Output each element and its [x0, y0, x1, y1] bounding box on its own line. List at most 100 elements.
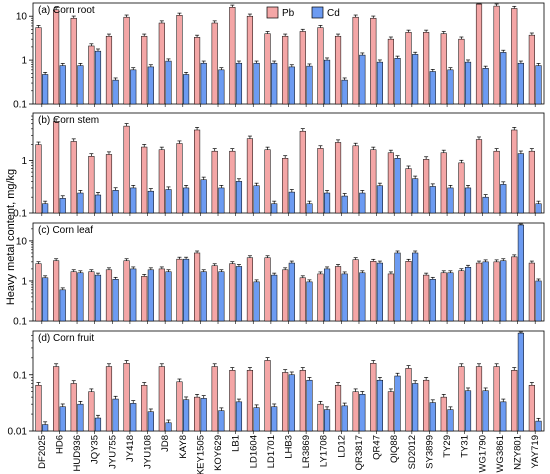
pb-bar	[440, 33, 447, 105]
cd-bar	[394, 58, 401, 105]
pb-bar	[370, 17, 377, 105]
cd-bar	[253, 281, 260, 322]
chart-panels: 0.1 1 10 (a) Corn root 0.1 1 (b) Corn stem 0.1 1…	[8, 2, 545, 438]
cd-bar	[341, 79, 348, 105]
pb-bar	[88, 45, 95, 105]
pb-bar	[370, 261, 377, 322]
x-category-label: SD2012	[407, 435, 418, 469]
pb-bar	[511, 256, 518, 322]
cd-bar	[412, 54, 419, 105]
cd-bar	[447, 187, 454, 214]
pb-bar	[511, 8, 518, 105]
cd-bar	[183, 74, 190, 105]
panel-4: 0.01 0.1 (d) Corn fruit	[8, 330, 545, 438]
x-category-label: SY3899	[424, 435, 435, 469]
cd-bar	[464, 187, 472, 214]
cd-bar	[535, 420, 542, 432]
pb-bar	[334, 385, 342, 432]
cd-bar	[183, 187, 190, 214]
pb-bar	[493, 150, 500, 214]
cd-bar	[218, 187, 225, 214]
cd-bar	[235, 181, 243, 214]
cd-bar	[464, 266, 472, 322]
cd-bar	[306, 281, 313, 322]
panel-2: 0.1 1 (b) Corn stem	[13, 112, 545, 220]
x-category-label: TY29	[442, 435, 453, 458]
pb-bar	[105, 366, 113, 432]
cd-bar	[341, 273, 348, 322]
pb-bar	[387, 152, 394, 214]
x-category-label: YAY719	[530, 435, 541, 468]
cd-bar	[429, 71, 436, 105]
cd-bar	[376, 379, 383, 432]
pb-bar	[299, 370, 306, 432]
x-category-label: JY418	[125, 435, 136, 462]
pb-bar	[246, 138, 254, 214]
pb-bar	[158, 22, 165, 105]
pb-bar	[440, 396, 447, 432]
cd-bar	[500, 52, 507, 105]
cd-bar	[394, 252, 401, 322]
pb-bar	[123, 363, 130, 432]
x-category-label: JYU108	[143, 435, 154, 469]
x-category-label: JYU755	[107, 435, 118, 469]
cd-bar	[77, 403, 84, 432]
pb-bar	[493, 261, 500, 322]
x-category-label: WG1790	[477, 435, 488, 473]
cd-bar	[235, 266, 243, 322]
cd-bar	[59, 198, 66, 214]
panel-label: (a) Corn root	[38, 5, 95, 16]
cd-bar	[359, 272, 366, 322]
cd-bar	[323, 268, 331, 322]
cd-bar	[235, 62, 243, 105]
x-category-label: KAY8	[178, 435, 189, 459]
cd-bar	[376, 185, 383, 214]
y-tick-label: 0.1	[13, 100, 27, 111]
pb-bar	[458, 162, 465, 214]
cd-bar	[235, 401, 243, 432]
pb-bar	[158, 268, 165, 322]
panel-label: (d) Corn fruit	[38, 333, 94, 344]
cd-bar	[288, 191, 295, 214]
pb-bar	[70, 383, 77, 432]
pb-bar	[352, 16, 359, 105]
cd-bar	[500, 184, 507, 214]
cd-bar	[359, 394, 366, 432]
pb-bar	[264, 149, 271, 214]
x-axis-category-labels: DF2025 HD6 HUD936 JQY35 JYU755 JY418 JYU108 JD8…	[37, 435, 541, 474]
cd-bar	[42, 203, 49, 214]
pb-bar	[105, 35, 113, 105]
x-category-label: JD8	[160, 435, 171, 452]
cd-bar	[94, 417, 102, 432]
pb-bar	[440, 152, 447, 214]
cd-bar	[42, 424, 49, 432]
pb-bar	[105, 269, 113, 322]
pb-bar	[141, 276, 148, 322]
pb-bar	[282, 372, 289, 432]
cd-bar	[77, 65, 84, 105]
pb-bar	[123, 260, 130, 322]
cd-bar	[165, 189, 172, 214]
pb-bar	[53, 9, 60, 105]
cd-bar	[429, 402, 436, 432]
cd-bar	[271, 406, 278, 432]
cd-bar	[200, 62, 207, 105]
panel-3: 0.1 1 10 (c) Corn leaf	[13, 222, 545, 328]
pb-bar	[334, 35, 342, 105]
cd-bar	[412, 178, 419, 214]
pb-bar	[176, 258, 183, 322]
cd-bar	[253, 407, 260, 432]
x-category-label: LD1701	[266, 435, 277, 468]
pb-bar	[387, 38, 394, 105]
y-tick-label: 0.1	[13, 370, 27, 381]
pb-bar	[317, 273, 324, 322]
cd-bar	[359, 54, 366, 105]
pb-bar	[334, 142, 342, 214]
pb-bar	[475, 366, 483, 432]
cd-bar	[359, 192, 366, 214]
cd-bar	[130, 69, 137, 105]
pb-bar	[246, 15, 254, 105]
cd-bar	[147, 190, 154, 214]
x-category-label: TY31	[460, 435, 471, 458]
